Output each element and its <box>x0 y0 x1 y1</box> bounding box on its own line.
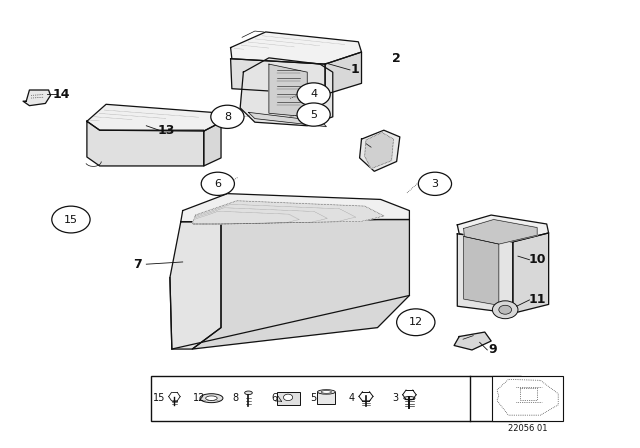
Text: 10: 10 <box>529 253 546 266</box>
Polygon shape <box>325 52 362 95</box>
Circle shape <box>297 83 330 106</box>
Ellipse shape <box>200 394 223 403</box>
Polygon shape <box>170 222 221 349</box>
Bar <box>151 376 521 421</box>
Polygon shape <box>248 112 326 127</box>
Text: 15: 15 <box>153 393 165 403</box>
Polygon shape <box>87 104 221 131</box>
Text: 8: 8 <box>233 393 239 403</box>
Ellipse shape <box>205 396 217 401</box>
Text: 9: 9 <box>488 344 497 357</box>
Polygon shape <box>230 32 362 64</box>
Text: 7: 7 <box>134 258 142 271</box>
Ellipse shape <box>321 391 332 393</box>
Polygon shape <box>464 237 499 305</box>
Text: 4: 4 <box>310 90 317 99</box>
Ellipse shape <box>404 396 415 400</box>
Text: 2: 2 <box>392 52 401 65</box>
Bar <box>276 392 300 405</box>
Text: 6: 6 <box>214 179 221 189</box>
Polygon shape <box>454 332 491 350</box>
Circle shape <box>297 103 330 126</box>
Text: 12: 12 <box>409 317 423 327</box>
Text: 5: 5 <box>310 393 317 403</box>
Circle shape <box>492 301 518 319</box>
Text: 3: 3 <box>431 179 438 189</box>
Polygon shape <box>458 215 548 242</box>
Polygon shape <box>458 234 513 313</box>
Polygon shape <box>230 59 325 95</box>
Text: 11: 11 <box>529 293 546 306</box>
Text: 13: 13 <box>158 124 175 137</box>
Polygon shape <box>23 90 51 106</box>
Text: 15: 15 <box>64 215 78 224</box>
Polygon shape <box>180 194 410 222</box>
Polygon shape <box>240 58 333 126</box>
Polygon shape <box>192 201 384 224</box>
Text: 4: 4 <box>349 393 355 403</box>
Polygon shape <box>464 220 537 244</box>
Ellipse shape <box>244 391 252 395</box>
Text: 5: 5 <box>310 110 317 120</box>
Circle shape <box>52 206 90 233</box>
Circle shape <box>419 172 452 195</box>
Text: 8: 8 <box>224 112 231 122</box>
Polygon shape <box>87 121 204 166</box>
Circle shape <box>397 309 435 336</box>
Text: 1: 1 <box>351 64 360 77</box>
Bar <box>317 392 335 405</box>
Polygon shape <box>192 220 410 349</box>
Ellipse shape <box>317 390 335 394</box>
Text: 14: 14 <box>52 88 70 101</box>
Circle shape <box>201 172 234 195</box>
Bar <box>492 376 563 421</box>
Circle shape <box>284 394 292 401</box>
Text: 22056 01: 22056 01 <box>508 424 547 433</box>
Polygon shape <box>360 130 400 171</box>
Polygon shape <box>365 133 394 168</box>
Circle shape <box>211 105 244 129</box>
Text: 12: 12 <box>193 393 205 403</box>
Polygon shape <box>204 122 221 166</box>
Polygon shape <box>269 64 307 117</box>
Text: 6: 6 <box>271 393 277 403</box>
Text: 3: 3 <box>392 393 399 403</box>
Circle shape <box>499 305 511 314</box>
Polygon shape <box>513 233 548 313</box>
